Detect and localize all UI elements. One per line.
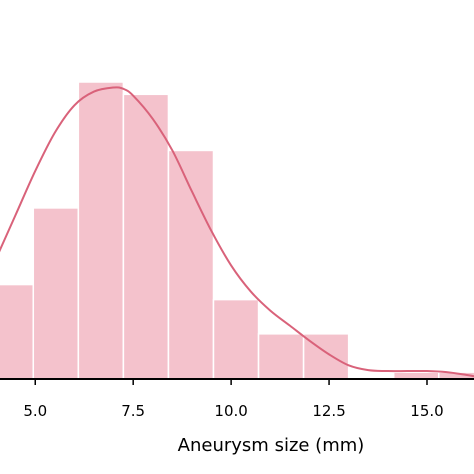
kde-curve (0, 86, 474, 378)
histogram-bar-3 (122, 93, 170, 380)
x-axis-ticks: 5.0 7.5 10.0 12.5 15.0 (23, 379, 444, 420)
histogram-bar-4 (167, 149, 215, 380)
x-tick-label-0: 5.0 (23, 402, 47, 420)
histogram-bar-2 (77, 81, 125, 380)
histogram-bar-0 (0, 283, 35, 380)
histogram-bar-5 (212, 298, 260, 380)
histogram-bar-9 (392, 371, 440, 380)
x-tick-label-4: 15.0 (410, 402, 443, 420)
x-tick-label-3: 12.5 (312, 402, 345, 420)
x-axis-label: Aneurysm size (mm) (178, 435, 365, 456)
histogram-bars (0, 81, 474, 380)
histogram-bar-1 (32, 207, 80, 380)
histogram-bar-6 (257, 333, 305, 380)
x-tick-label-1: 7.5 (121, 402, 145, 420)
x-tick-label-2: 10.0 (214, 402, 247, 420)
